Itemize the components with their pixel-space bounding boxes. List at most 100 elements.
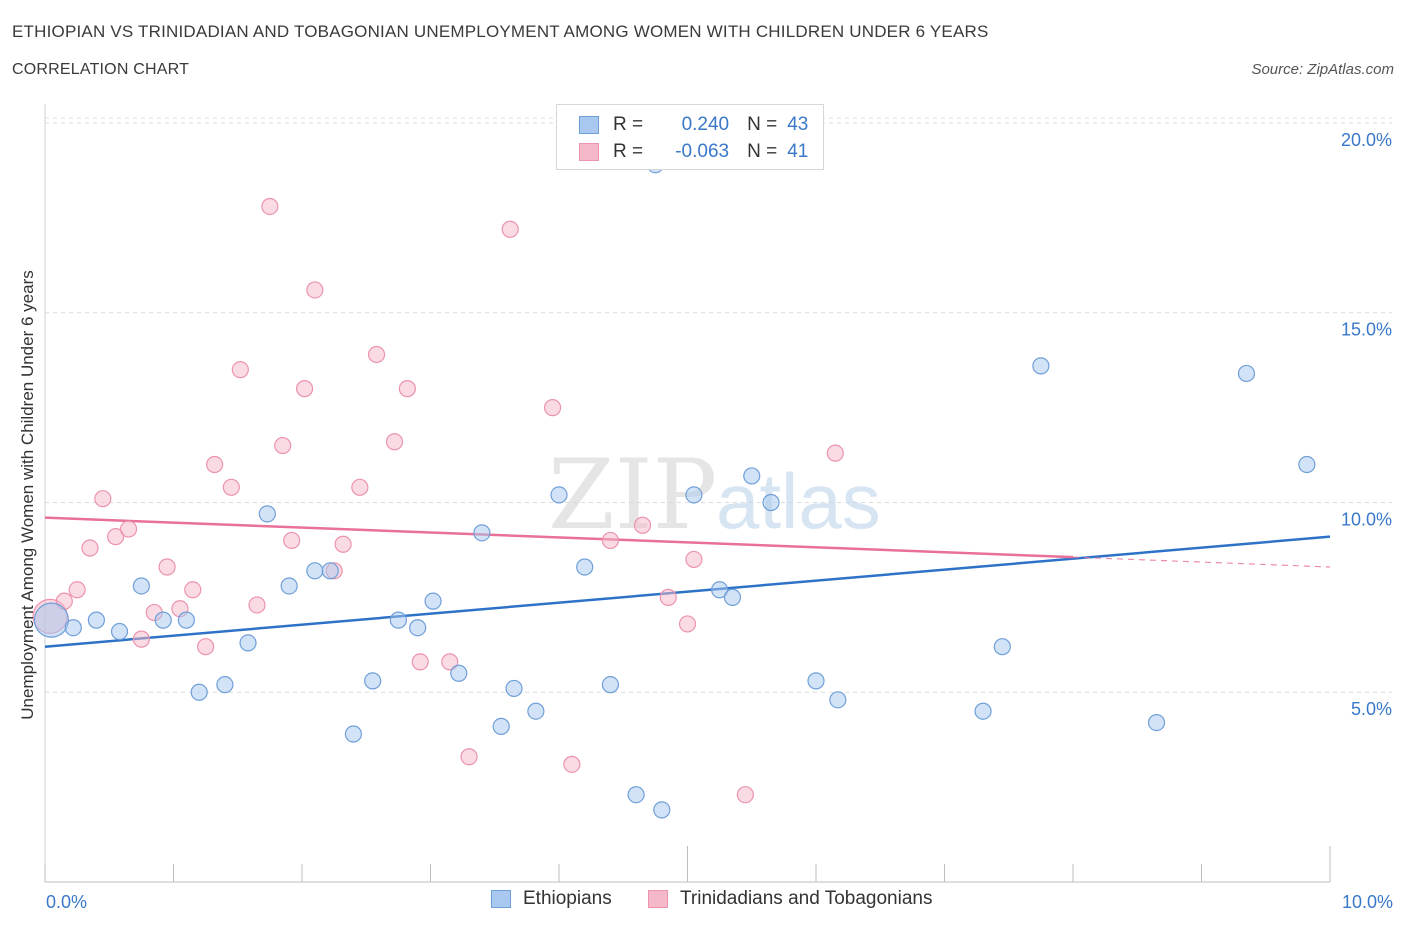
y-tick-label: 20.0% xyxy=(1341,130,1392,150)
ethiopians-point xyxy=(807,672,825,690)
ethiopians-point xyxy=(829,691,847,709)
n-label: N = xyxy=(747,141,778,162)
legend-item-ethiopians[interactable]: Ethiopians xyxy=(491,888,612,910)
ethiopians-point xyxy=(762,493,780,512)
trinidadians-point xyxy=(274,436,292,455)
watermark-atlas: atlas xyxy=(716,457,881,545)
source-credit: Source: ZipAtlas.com xyxy=(1251,61,1394,78)
trinidadians-point xyxy=(633,516,652,534)
series-legend: Ethiopians Trinidadians and Tobagonians xyxy=(0,888,1406,916)
ethiopians-point xyxy=(364,672,382,690)
ethiopians-swatch xyxy=(579,116,599,134)
trinidadians-point xyxy=(248,596,266,614)
n-label: N = xyxy=(747,114,778,135)
ethiopians-point xyxy=(1298,455,1316,474)
trinidadians-point xyxy=(351,478,369,496)
trinidadians-trend-line xyxy=(44,516,1074,559)
trinidadians-point xyxy=(119,520,138,538)
trinidadians-point xyxy=(441,653,459,671)
ethiopians-point xyxy=(321,562,339,580)
trinidadians-r-value: -0.063 xyxy=(675,141,730,162)
trinidadians-point xyxy=(158,558,176,576)
trinidadians-point xyxy=(736,786,754,804)
y-tick-label: 10.0% xyxy=(1341,509,1392,529)
r-label: R = xyxy=(613,114,644,135)
trinidadians-point xyxy=(501,220,519,238)
trinidadians-point xyxy=(231,361,249,379)
ethiopians-point xyxy=(306,562,324,580)
trinidadians-point xyxy=(385,433,404,451)
trinidadians-point xyxy=(283,531,301,550)
trinidadians-point xyxy=(334,535,352,553)
trinidadians-swatch xyxy=(579,143,599,161)
trinidadians-point xyxy=(306,281,324,299)
data-points xyxy=(32,156,1316,819)
trinidadians-point xyxy=(460,748,478,766)
trinidadians-point xyxy=(107,528,125,546)
trinidadians-point xyxy=(826,444,844,462)
ethiopians-point xyxy=(711,581,729,599)
trinidadians-point xyxy=(261,197,279,216)
ethiopians-point xyxy=(154,611,172,629)
ethiopians-point xyxy=(1147,714,1166,732)
ethiopians-point xyxy=(627,786,645,804)
stats-legend-row-trinidadians: R = -0.063 N = 41 xyxy=(579,140,808,164)
trinidadians-point xyxy=(295,380,314,398)
ethiopians-point xyxy=(239,634,257,652)
trinidadians-point xyxy=(659,588,677,606)
trinidadians-trend-line-extension xyxy=(1072,556,1331,568)
trinidadians-point xyxy=(398,380,416,398)
ethiopians-point xyxy=(409,619,427,637)
y-tick-label: 5.0% xyxy=(1351,699,1392,719)
ethiopians-point xyxy=(190,683,208,701)
trinidadians-point xyxy=(543,399,562,417)
ethiopians-point xyxy=(216,676,234,694)
ethiopians-point xyxy=(177,611,195,629)
ethiopians-point xyxy=(743,467,761,485)
trinidadians-point xyxy=(685,550,703,569)
ethiopians-trend-line xyxy=(44,535,1331,648)
ethiopians-point xyxy=(110,622,129,641)
legend-item-trinidadians[interactable]: Trinidadians and Tobagonians xyxy=(648,888,932,910)
ethiopians-point xyxy=(505,679,523,698)
trinidadians-legend-swatch xyxy=(648,890,668,908)
ethiopians-point xyxy=(280,577,298,595)
trinidadians-point xyxy=(563,755,581,773)
ethiopians-n-value: 43 xyxy=(787,114,809,135)
ethiopians-point xyxy=(974,702,992,720)
y-tick-label: 15.0% xyxy=(1341,320,1392,340)
ethiopians-point xyxy=(492,717,510,736)
ethiopians-point xyxy=(344,725,362,743)
ethiopians-point xyxy=(87,611,106,629)
trinidadians-point xyxy=(206,455,224,474)
ethiopians-point xyxy=(258,505,276,523)
tick-labels: 5.0% 10.0% 15.0% 20.0% 0.0% 10.0% xyxy=(46,130,1393,912)
trinidadians-point xyxy=(601,531,620,550)
r-label: R = xyxy=(613,141,644,162)
trinidadians-point xyxy=(411,653,429,671)
ethiopians-point xyxy=(550,486,568,504)
trinidadians-point xyxy=(81,539,99,557)
ethiopians-legend-swatch xyxy=(491,890,511,908)
ethiopians-point xyxy=(424,592,442,610)
trinidadians-point xyxy=(184,581,202,599)
ethiopians-point xyxy=(527,702,545,720)
ethiopians-point xyxy=(132,577,150,595)
trinidadians-point xyxy=(197,638,215,656)
ethiopians-point xyxy=(1032,357,1050,375)
y-axis-label: Unemployment Among Women with Children U… xyxy=(18,270,37,719)
ethiopians-point xyxy=(450,664,468,682)
ethiopians-point xyxy=(1237,364,1256,383)
trinidadians-point xyxy=(222,478,240,496)
gridlines xyxy=(45,117,1392,693)
trinidadians-legend-label: Trinidadians and Tobagonians xyxy=(680,888,933,909)
ethiopians-r-value: 0.240 xyxy=(681,114,730,135)
stats-legend-row-ethiopians: R = 0.240 N = 43 xyxy=(579,113,808,137)
x-tick-label: 10.0% xyxy=(1342,892,1393,912)
ethiopians-point xyxy=(64,619,82,637)
ethiopians-point xyxy=(993,638,1011,656)
chart-subtitle: CORRELATION CHART xyxy=(12,61,190,78)
trinidadians-point xyxy=(367,345,386,364)
ethiopians-point xyxy=(576,558,594,576)
